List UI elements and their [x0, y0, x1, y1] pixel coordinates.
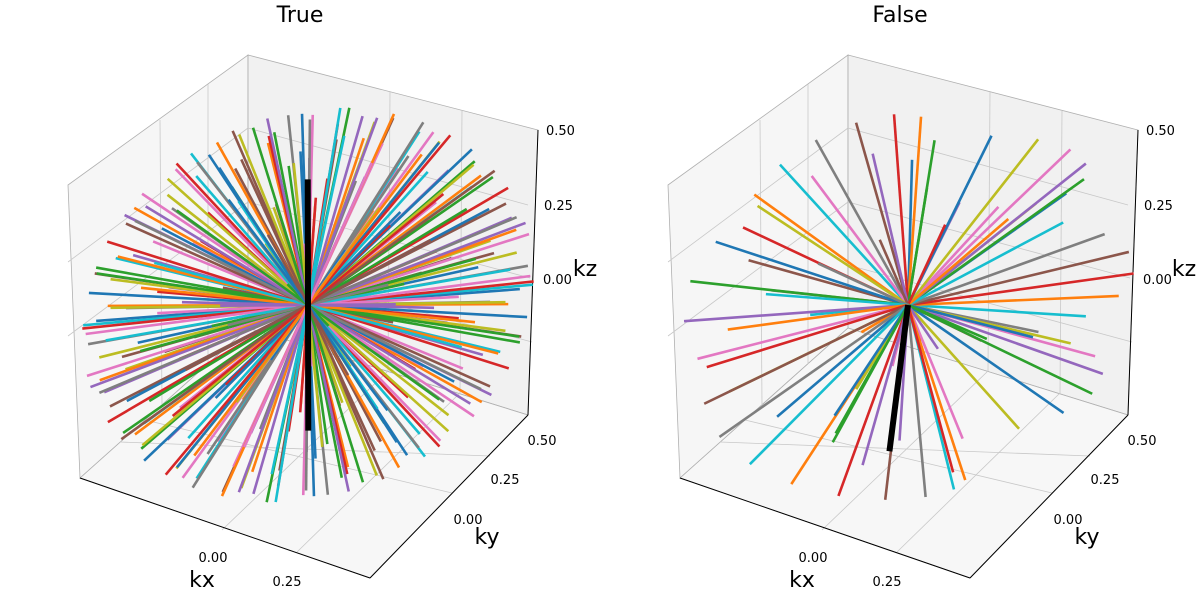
spoke-line	[715, 240, 909, 307]
spoke-line	[907, 250, 1130, 307]
subplot-false: False kx ky kz 0.00 0.25 0.00 0.25 0.50 …	[667, 3, 1196, 593]
title-true: True	[276, 3, 324, 28]
spoke-line	[814, 139, 910, 306]
spoke-line	[907, 303, 1093, 395]
xtick-true-0: 0.00	[199, 551, 228, 566]
spoke-line	[907, 148, 1072, 306]
ylabel-false: ky	[1075, 525, 1100, 550]
spoke-line	[906, 304, 967, 481]
highlight-spoke-false	[886, 304, 911, 452]
spoke-line	[906, 304, 927, 498]
spoke-line	[907, 303, 1065, 415]
xtick-true-1: 0.25	[273, 575, 302, 590]
ytick-false-2: 0.50	[1128, 434, 1157, 449]
spoke-line	[776, 304, 909, 418]
ytick-true-2: 0.50	[528, 434, 557, 449]
spoke-line	[837, 304, 910, 497]
spoke-line	[748, 304, 909, 466]
ztick-false-0: 0.00	[1143, 273, 1172, 288]
spoke-line	[833, 304, 910, 417]
spoke-line	[906, 304, 955, 473]
spoke-line	[697, 303, 909, 361]
spoke-line	[817, 262, 909, 307]
spokes-false	[683, 114, 1134, 500]
spoke-line	[779, 163, 909, 306]
spoke-line	[906, 224, 947, 306]
spoke-line	[906, 116, 923, 306]
ztick-true-2: 0.50	[546, 124, 575, 139]
spoke-line	[878, 239, 910, 306]
spoke-line	[718, 303, 909, 438]
zlabel-false: kz	[1172, 257, 1196, 282]
spoke-line	[907, 303, 1104, 376]
spoke-line	[906, 304, 964, 440]
highlight-spoke-true	[304, 179, 312, 431]
spoke-line	[907, 232, 1106, 307]
ztick-false-1: 0.25	[1144, 199, 1173, 214]
xtick-false-0: 0.00	[799, 551, 828, 566]
spoke-line	[683, 303, 909, 323]
xlabel-false: kx	[789, 568, 815, 593]
spoke-line	[765, 292, 909, 307]
spoke-line	[906, 140, 936, 306]
spoke-line	[706, 303, 909, 369]
spoke-line	[907, 272, 1134, 307]
xtick-false-1: 0.25	[873, 575, 902, 590]
spoke-line	[810, 175, 910, 306]
spoke-line	[907, 162, 1087, 307]
spoke-line	[907, 221, 1064, 307]
ytick-false-0: 0.00	[1054, 513, 1083, 528]
ztick-true-0: 0.00	[543, 273, 572, 288]
axis-lines	[79, 129, 539, 579]
ytick-true-1: 0.25	[491, 473, 520, 488]
spoke-line	[727, 303, 909, 331]
spoke-line	[907, 178, 1085, 307]
spoke-line	[907, 217, 1010, 306]
spoke-line	[907, 303, 1034, 339]
subplot-true: True kx ky kz 0.00 0.25 0.00 0.25 0.50 0…	[67, 3, 597, 593]
spoke-line	[854, 122, 910, 306]
ytick-true-0: 0.00	[454, 513, 483, 528]
ztick-true-1: 0.25	[544, 199, 573, 214]
spoke-line	[907, 206, 1000, 306]
spoke-line	[703, 303, 909, 405]
xlabel-true: kx	[189, 568, 215, 593]
spoke-line	[756, 204, 909, 307]
spoke-line	[861, 304, 910, 466]
ztick-false-2: 0.50	[1146, 124, 1175, 139]
ylabel-true: ky	[475, 525, 500, 550]
title-false: False	[872, 3, 927, 28]
zlabel-true: kz	[573, 257, 597, 282]
spoke-line	[906, 138, 1040, 306]
spoke-line	[907, 303, 1086, 318]
spoke-line	[871, 153, 910, 306]
spoke-line	[907, 303, 988, 341]
spoke-line	[831, 304, 910, 443]
spoke-line	[892, 114, 910, 306]
spoke-line	[907, 304, 1021, 430]
spoke-line	[907, 294, 1119, 307]
spoke-line	[906, 304, 939, 350]
ytick-false-1: 0.25	[1091, 473, 1120, 488]
